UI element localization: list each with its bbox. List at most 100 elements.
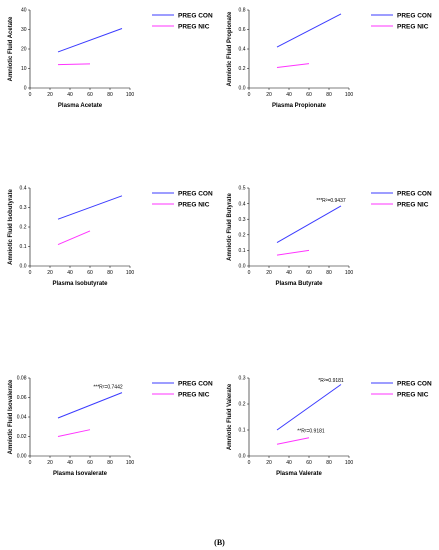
y-axis-title: Amniotic Fluid Valerate [227,383,233,450]
x-axis-title: Plasma Isovalerate [53,471,108,477]
x-tick-label: 80 [107,92,113,98]
series-line-preg-con [276,384,342,431]
x-tick-label: 60 [306,460,312,466]
x-tick-label: 0 [29,270,32,276]
x-tick-label: 60 [87,92,93,98]
y-tick-label: 10 [21,66,27,72]
x-tick-label: 20 [47,270,53,276]
chart-svg: 0 20 40 60 80 100 0.0 0.1 0.2 0.3 0.4 Plasma Isobut… [8,186,213,287]
y-tick-label: 0.8 [239,8,246,14]
y-tick-label: 0.3 [239,217,246,223]
legend-label: PREG NIC [178,23,210,30]
y-axis-title: Amniotic Fluid Acetate [8,16,14,81]
y-axis-title: Amniotic Fluid Isobutyrate [8,189,14,265]
y-tick-label: 0.3 [20,205,27,211]
x-tick-label: 60 [87,460,93,466]
figure-label: (B) [214,538,225,547]
x-tick-label: 0 [248,460,251,466]
x-tick-label: 40 [286,92,292,98]
chart-panel-valerate: 0 20 40 60 80 100 0.0 0.1 0.2 0.3 Plasma Valerate A… [219,368,434,508]
x-tick-label: 20 [266,270,272,276]
chart-panel-butyrate: 0 20 40 60 80 100 0.0 0.1 0.2 0.3 0.4 0.5 Plasma But… [219,178,434,318]
y-tick-label: 0.6 [239,27,246,33]
r-squared-annotation: ***R²=0.7442 [93,385,123,391]
y-tick-label: 0.0 [239,454,246,460]
y-tick-label: 0.1 [239,248,246,254]
series-line-preg-con [276,205,342,244]
y-tick-label: 0.06 [17,395,27,401]
y-tick-label: 0.4 [20,186,27,192]
x-tick-label: 60 [306,92,312,98]
chart-panel-acetate: 0 20 40 60 80 100 0 10 20 30 40 Plasma Acetate Amnio… [0,0,215,140]
y-axis-title: Amniotic Fluid Isovalerate [8,379,14,454]
legend-label: PREG CON [178,12,213,19]
series-line-preg-nic [276,249,310,256]
y-tick-label: 0.1 [20,244,27,250]
chart-panel-isovalerate: 0 20 40 60 80 100 0.00 0.02 0.04 0.06 0.08 Plasma I… [0,368,215,508]
y-tick-label: 0.4 [239,47,246,53]
x-tick-label: 100 [345,270,354,276]
legend-label: PREG CON [397,380,432,387]
legend-label: PREG CON [397,12,432,19]
x-tick-label: 0 [248,270,251,276]
y-tick-label: 0.4 [239,201,246,207]
legend-label: PREG NIC [397,23,429,30]
x-tick-label: 60 [306,270,312,276]
x-tick-label: 40 [67,270,73,276]
y-tick-label: 0.3 [239,376,246,382]
x-tick-label: 0 [248,92,251,98]
x-axis-title: Plasma Propionate [272,103,327,109]
x-tick-label: 100 [345,92,354,98]
chart-panel-isobutyrate: 0 20 40 60 80 100 0.0 0.1 0.2 0.3 0.4 Plasma Isobut… [0,178,215,318]
x-tick-label: 40 [67,460,73,466]
chart-svg: 0 20 40 60 80 100 0 10 20 30 40 Plasma Acetate Amnio… [8,8,213,109]
y-tick-label: 0.2 [239,233,246,239]
r-squared-annotation: **R²=0.9181 [297,429,325,435]
series-line-preg-nic [57,63,91,66]
x-axis-title: Plasma Isobutyrate [52,281,108,287]
y-tick-label: 0.0 [239,264,246,270]
series-line-preg-nic [276,63,310,69]
x-tick-label: 80 [326,92,332,98]
x-tick-label: 80 [107,460,113,466]
x-tick-label: 100 [126,460,135,466]
y-axis-title: Amniotic Fluid Propionate [227,11,233,86]
x-axis-title: Plasma Valerate [276,471,322,477]
y-tick-label: 0.00 [17,454,27,460]
legend-label: PREG NIC [397,201,429,208]
x-tick-label: 80 [107,270,113,276]
y-tick-label: 0.08 [17,376,27,382]
chart-svg: 0 20 40 60 80 100 0.0 0.1 0.2 0.3 Plasma Valerate A… [227,376,432,477]
x-tick-label: 80 [326,460,332,466]
y-tick-label: 0.1 [239,428,246,434]
r-squared-annotation: *R²=0.9181 [318,378,344,384]
y-tick-label: 0.2 [20,225,27,231]
x-tick-label: 80 [326,270,332,276]
legend-label: PREG NIC [178,391,210,398]
legend-label: PREG CON [397,190,432,197]
legend-label: PREG NIC [397,391,429,398]
y-tick-label: 0.04 [17,415,27,421]
y-tick-label: 0.0 [239,86,246,92]
y-tick-label: 20 [21,47,27,53]
x-axis-title: Plasma Acetate [58,103,103,109]
x-tick-label: 40 [67,92,73,98]
y-tick-label: 40 [21,8,27,14]
x-tick-label: 100 [345,460,354,466]
series-line-preg-nic [57,429,91,437]
legend-label: PREG CON [178,380,213,387]
x-tick-label: 40 [286,270,292,276]
x-tick-label: 20 [266,92,272,98]
chart-svg: 0 20 40 60 80 100 0.00 0.02 0.04 0.06 0.08 Plasma I… [8,376,213,477]
series-line-preg-con [57,195,123,220]
x-axis-title: Plasma Butyrate [275,281,323,287]
series-line-preg-con [57,28,123,53]
x-tick-label: 0 [29,92,32,98]
legend-label: PREG NIC [178,201,210,208]
series-line-preg-nic [57,230,91,246]
y-tick-label: 0.5 [239,186,246,192]
x-tick-label: 100 [126,270,135,276]
series-line-preg-con [276,13,342,48]
y-tick-label: 0 [24,86,27,92]
x-tick-label: 20 [266,460,272,466]
